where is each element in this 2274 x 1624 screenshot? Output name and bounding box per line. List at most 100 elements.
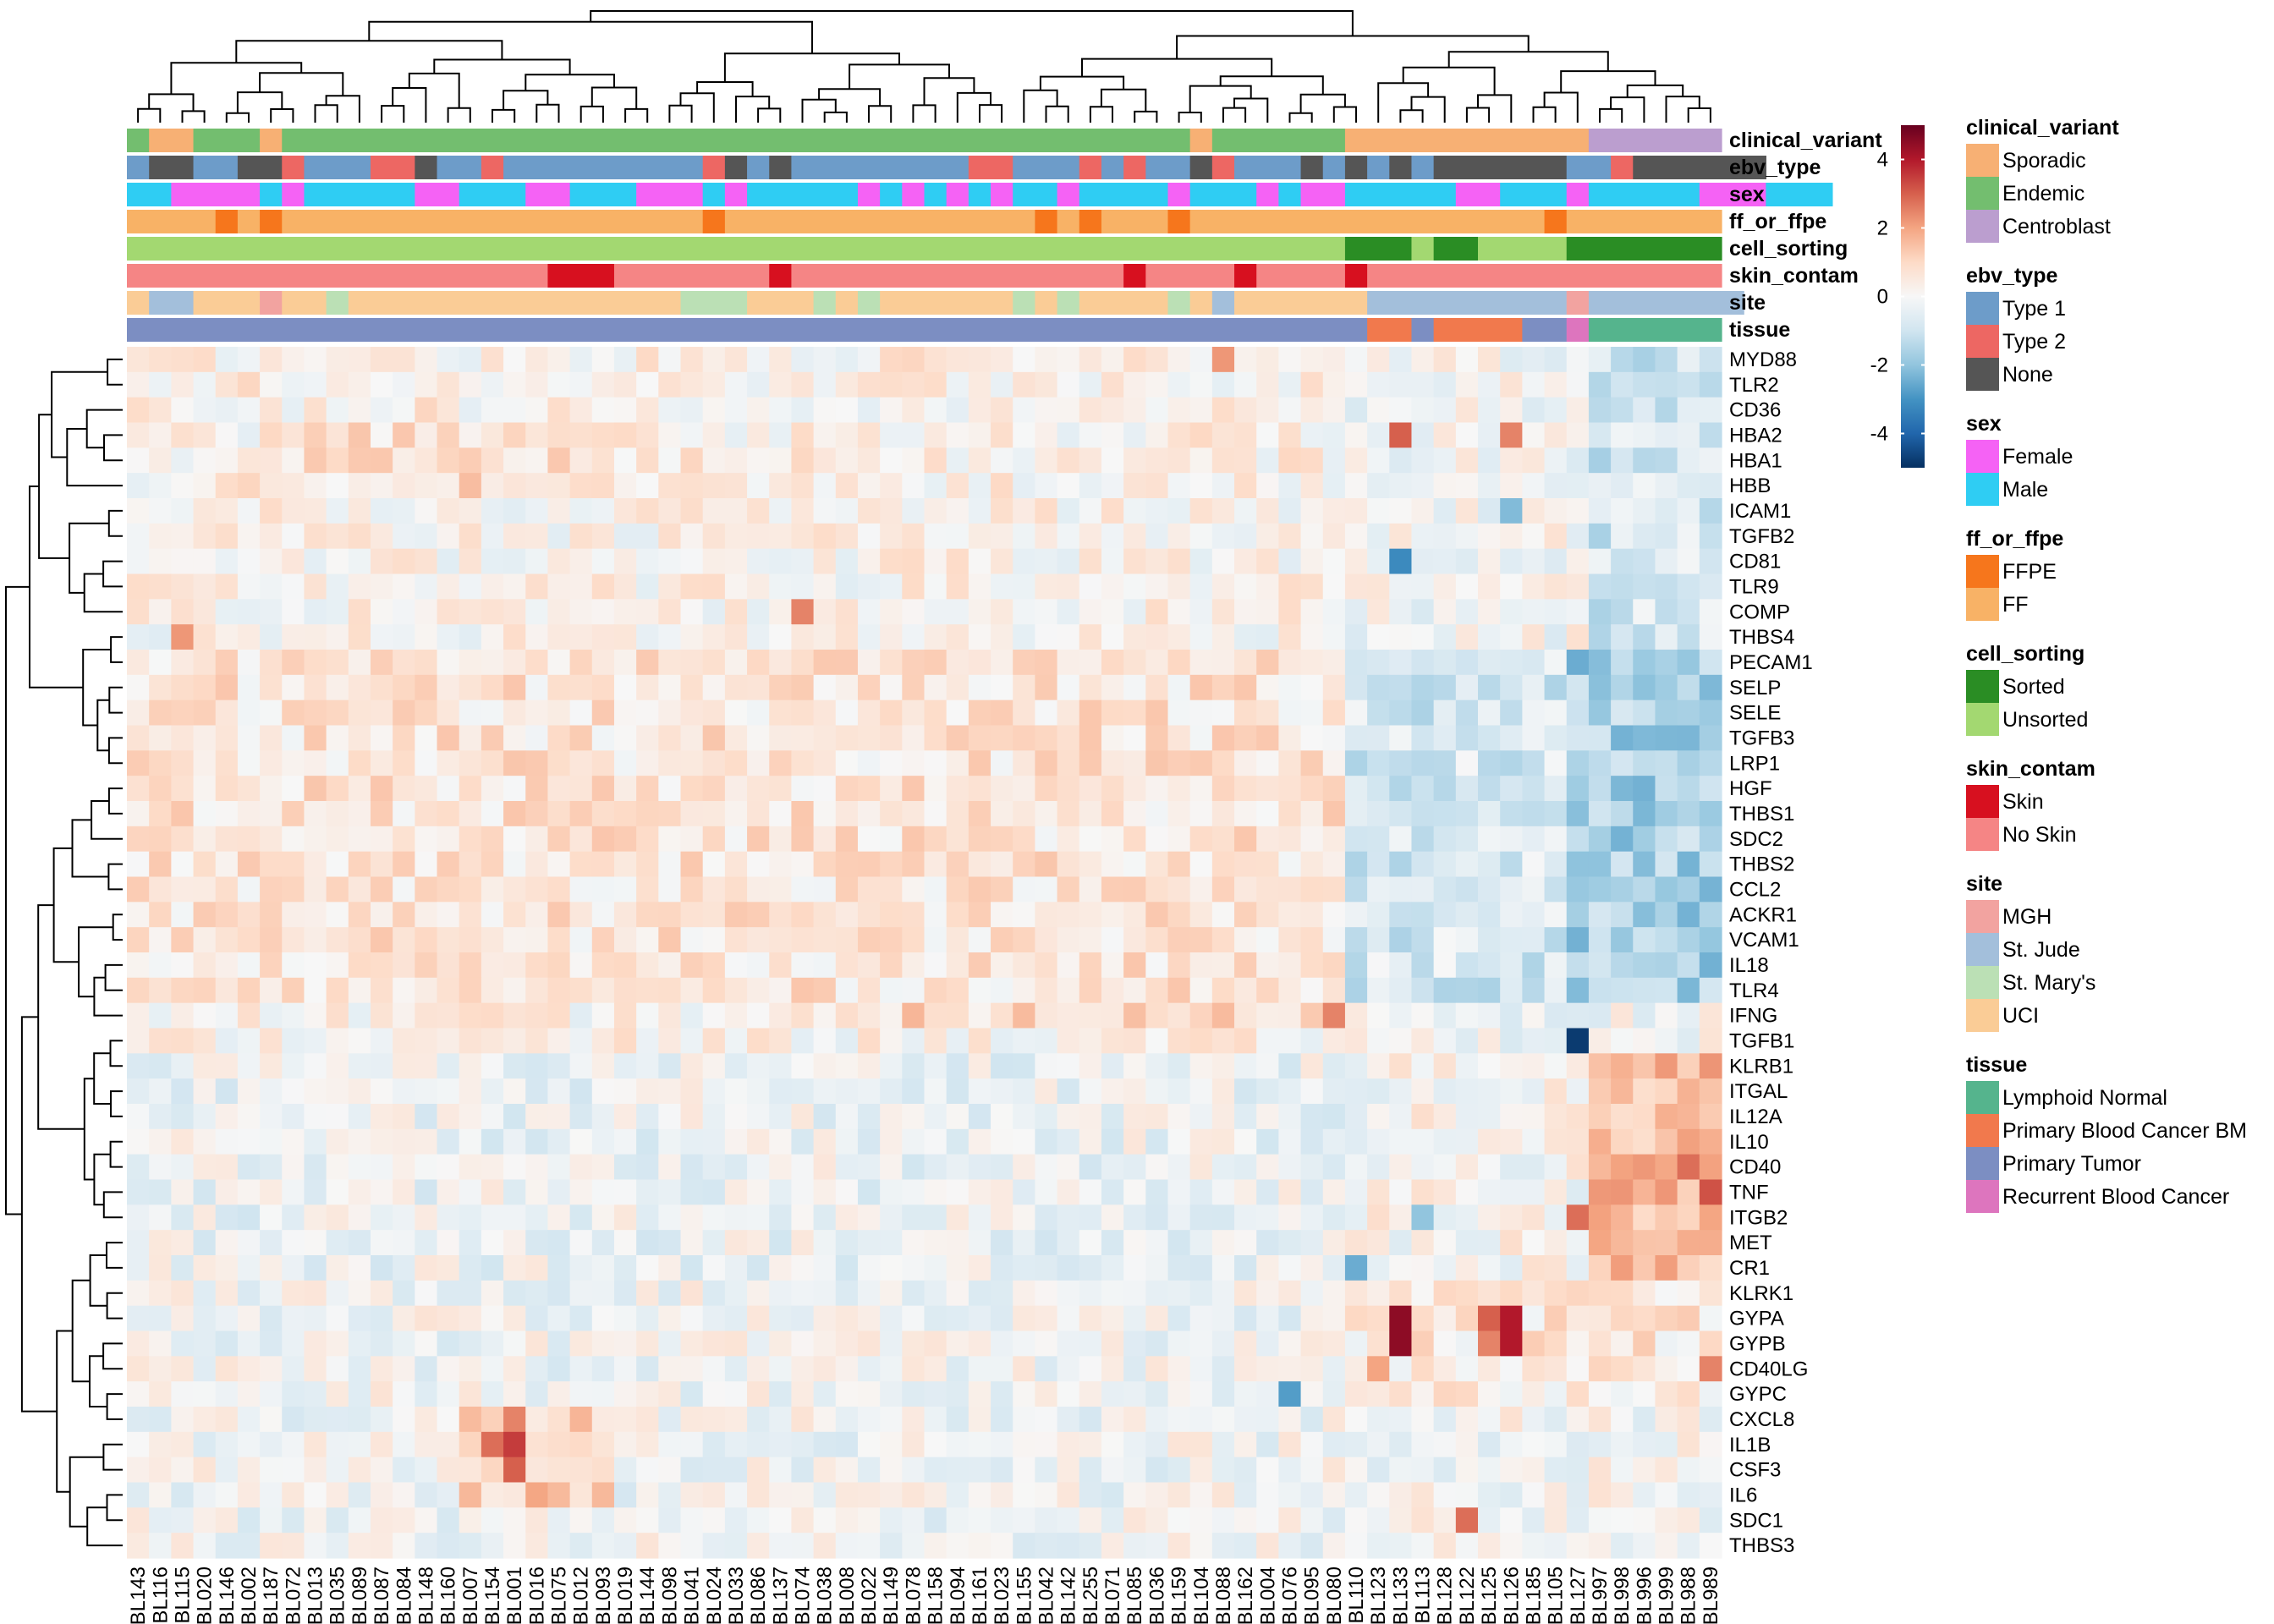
heatmap-cell — [1145, 1179, 1169, 1205]
heatmap-cell — [415, 977, 438, 1004]
heatmap-cell — [747, 826, 770, 853]
heatmap-cell — [1057, 977, 1080, 1004]
heatmap-cell — [348, 1381, 371, 1407]
heatmap-cell — [282, 650, 305, 676]
heatmap-cell — [348, 977, 371, 1004]
heatmap-cell — [437, 977, 460, 1004]
heatmap-cell — [658, 422, 682, 448]
heatmap-cell — [946, 473, 969, 499]
column-label: BL998 — [1611, 1566, 1634, 1624]
heatmap-cell — [1167, 750, 1191, 776]
heatmap-cell — [1611, 1255, 1634, 1281]
heatmap-cell — [1411, 801, 1435, 827]
heatmap-cell — [1211, 851, 1235, 878]
heatmap-cell — [613, 548, 637, 575]
heatmap-cell — [636, 1078, 659, 1105]
annotation-segment — [547, 264, 615, 288]
heatmap-cell — [1189, 776, 1213, 802]
heatmap-cell — [1211, 1457, 1235, 1484]
heatmap-cell — [1544, 750, 1568, 776]
heatmap-cell — [503, 1381, 526, 1407]
annotation-segment — [724, 210, 1036, 233]
heatmap-cell — [1300, 1255, 1324, 1281]
heatmap-cell — [1611, 650, 1634, 676]
heatmap-cell — [1522, 1457, 1546, 1484]
heatmap-cell — [1035, 548, 1058, 575]
heatmap-cell — [1566, 1330, 1590, 1357]
row-dendrogram-branch — [78, 926, 113, 998]
heatmap-cell — [591, 750, 615, 776]
heatmap-cell — [459, 927, 482, 953]
heatmap-cell — [1123, 1381, 1146, 1407]
heatmap-cell — [503, 952, 526, 979]
column-label: BL008 — [836, 1566, 859, 1624]
heatmap-cell — [813, 977, 837, 1004]
heatmap-cell — [946, 927, 969, 953]
heatmap-cell — [791, 548, 815, 575]
heatmap-cell — [415, 548, 438, 575]
annotation-segment — [415, 156, 438, 179]
heatmap-cell — [459, 473, 482, 499]
heatmap-cell — [1189, 1078, 1213, 1105]
heatmap-cell — [991, 1179, 1013, 1205]
heatmap-cell — [304, 1002, 327, 1029]
heatmap-cell — [791, 1507, 815, 1533]
heatmap-cell — [127, 447, 150, 474]
heatmap-cell — [1189, 826, 1213, 853]
heatmap-cell — [1057, 347, 1080, 373]
heatmap-cell — [348, 1457, 371, 1484]
row-label: SDC1 — [1729, 1509, 1783, 1532]
heatmap-cell — [769, 650, 793, 676]
heatmap-cell — [1433, 952, 1457, 979]
heatmap-cell — [835, 977, 859, 1004]
annotation-segment — [237, 210, 261, 233]
heatmap-cell — [1123, 422, 1146, 448]
heatmap-cell — [1079, 1407, 1102, 1433]
heatmap-cell — [1633, 624, 1656, 650]
heatmap-cell — [193, 1280, 217, 1307]
heatmap-cell — [547, 1154, 571, 1181]
heatmap-cell — [1234, 927, 1257, 953]
heatmap-cell — [237, 347, 261, 373]
heatmap-cell — [791, 851, 815, 878]
heatmap-cell — [171, 700, 195, 727]
heatmap-cell — [1500, 599, 1523, 625]
heatmap-cell — [149, 1002, 172, 1029]
heatmap-cell — [1189, 725, 1213, 751]
legend-item-label: Skin — [2002, 790, 2044, 814]
heatmap-cell — [304, 801, 327, 827]
annotation-segment — [902, 183, 926, 206]
heatmap-cell — [1367, 776, 1390, 802]
heatmap-cell — [591, 1330, 615, 1357]
heatmap-cell — [1079, 1482, 1102, 1508]
annotation-segment — [791, 264, 1124, 288]
heatmap-cell — [415, 1154, 438, 1181]
heatmap-cell — [591, 851, 615, 878]
column-dendrogram-branch — [1100, 88, 1147, 112]
heatmap-cell — [481, 473, 504, 499]
heatmap-cell — [1500, 548, 1523, 575]
heatmap-cell — [481, 1457, 504, 1484]
heatmap-cell — [1699, 599, 1722, 625]
heatmap-cell — [835, 650, 859, 676]
heatmap-cell — [171, 1028, 195, 1054]
heatmap-cell — [459, 1104, 482, 1130]
heatmap-cell — [813, 599, 837, 625]
heatmap-cell — [1544, 1053, 1568, 1079]
heatmap-cell — [1500, 473, 1523, 499]
heatmap-cell — [171, 1457, 195, 1484]
heatmap-cell — [1211, 1230, 1235, 1256]
heatmap-cell — [1167, 473, 1191, 499]
column-label: BL078 — [902, 1566, 925, 1624]
heatmap-cell — [1300, 1305, 1324, 1332]
heatmap-cell — [1455, 573, 1479, 600]
heatmap-cell — [968, 1280, 991, 1307]
heatmap-cell — [171, 548, 195, 575]
heatmap-cell — [747, 1002, 770, 1029]
heatmap-cell — [437, 1305, 460, 1332]
heatmap-cell — [215, 1028, 239, 1054]
heatmap-cell — [680, 1305, 704, 1332]
heatmap-cell — [1123, 1482, 1146, 1508]
heatmap-cell — [237, 1407, 261, 1433]
heatmap-cell — [1588, 826, 1612, 853]
